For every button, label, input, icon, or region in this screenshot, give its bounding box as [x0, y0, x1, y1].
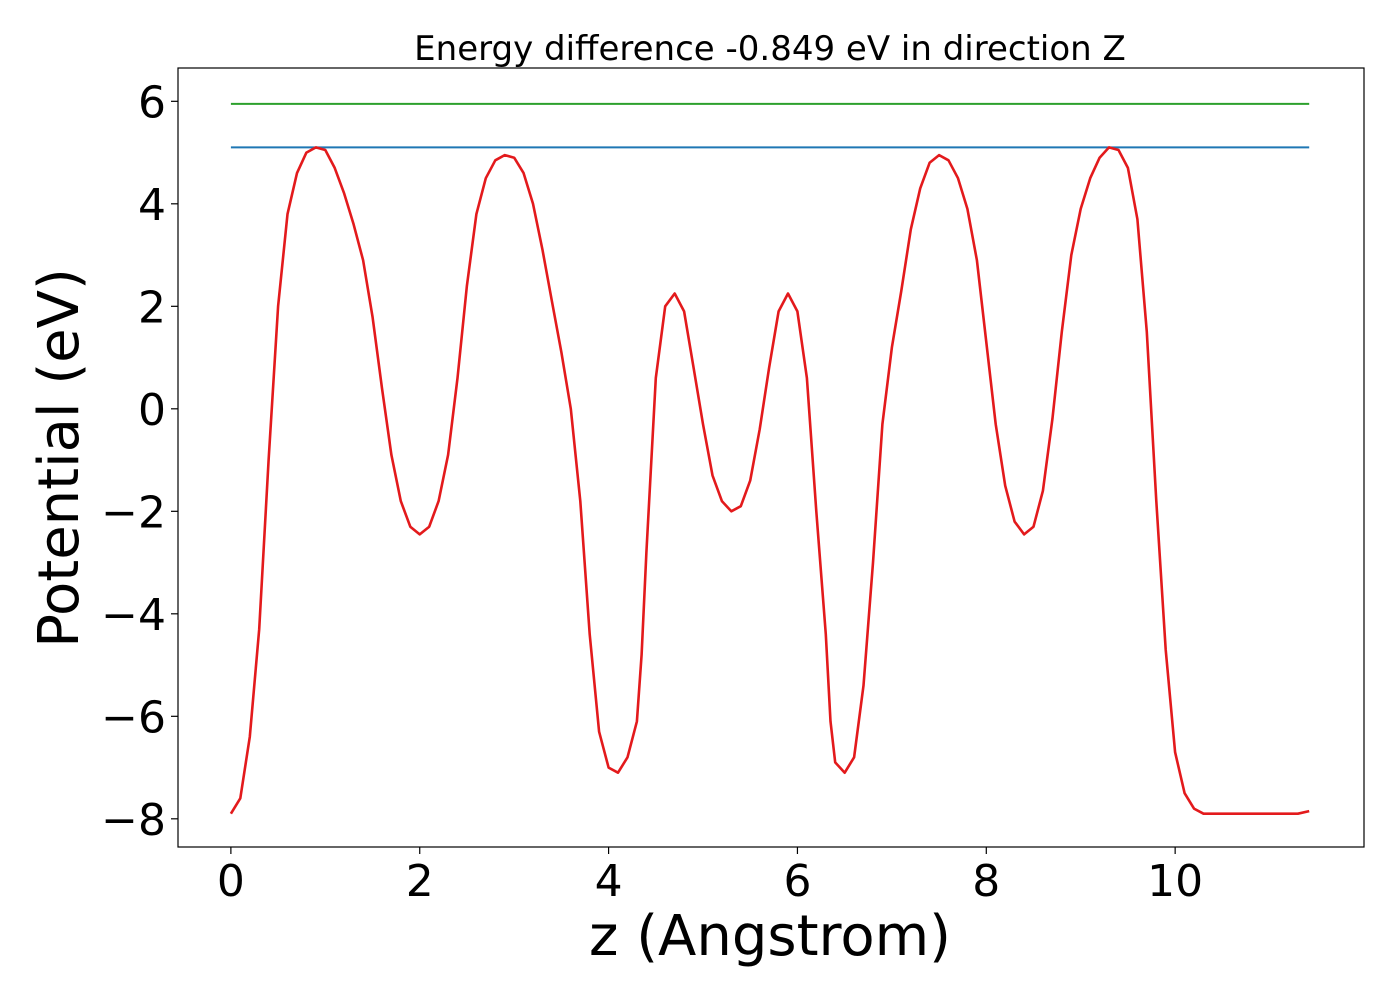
y-tick-label: −2: [101, 487, 166, 538]
y-tick-label: 2: [138, 282, 166, 333]
y-tick-label: 6: [138, 77, 166, 128]
y-tick-label: −4: [101, 590, 166, 641]
y-axis-ticks: 6 4 2 0 −2 −4 −6 −8: [101, 77, 178, 846]
x-tick-label: 10: [1147, 856, 1203, 907]
x-tick-label: 2: [406, 856, 434, 907]
x-tick-label: 0: [217, 856, 245, 907]
y-tick-label: 0: [138, 385, 166, 436]
chart-title: Energy difference -0.849 eV in direction…: [414, 29, 1126, 69]
x-tick-label: 6: [783, 856, 811, 907]
series-layer: [229, 102, 1310, 816]
x-tick-label: 8: [972, 856, 1000, 907]
y-tick-label: 4: [138, 180, 166, 231]
plot-area-frame: [177, 67, 1365, 848]
y-tick-label: −8: [101, 795, 166, 846]
y-axis-label: Potential (eV): [27, 268, 92, 648]
x-axis-label: z (Angstrom): [589, 904, 951, 969]
x-axis-ticks: 0 2 4 6 8 10: [217, 847, 1203, 907]
y-tick-label: −6: [101, 692, 166, 743]
potential-curve: [229, 146, 1310, 816]
x-tick-label: 4: [595, 856, 623, 907]
